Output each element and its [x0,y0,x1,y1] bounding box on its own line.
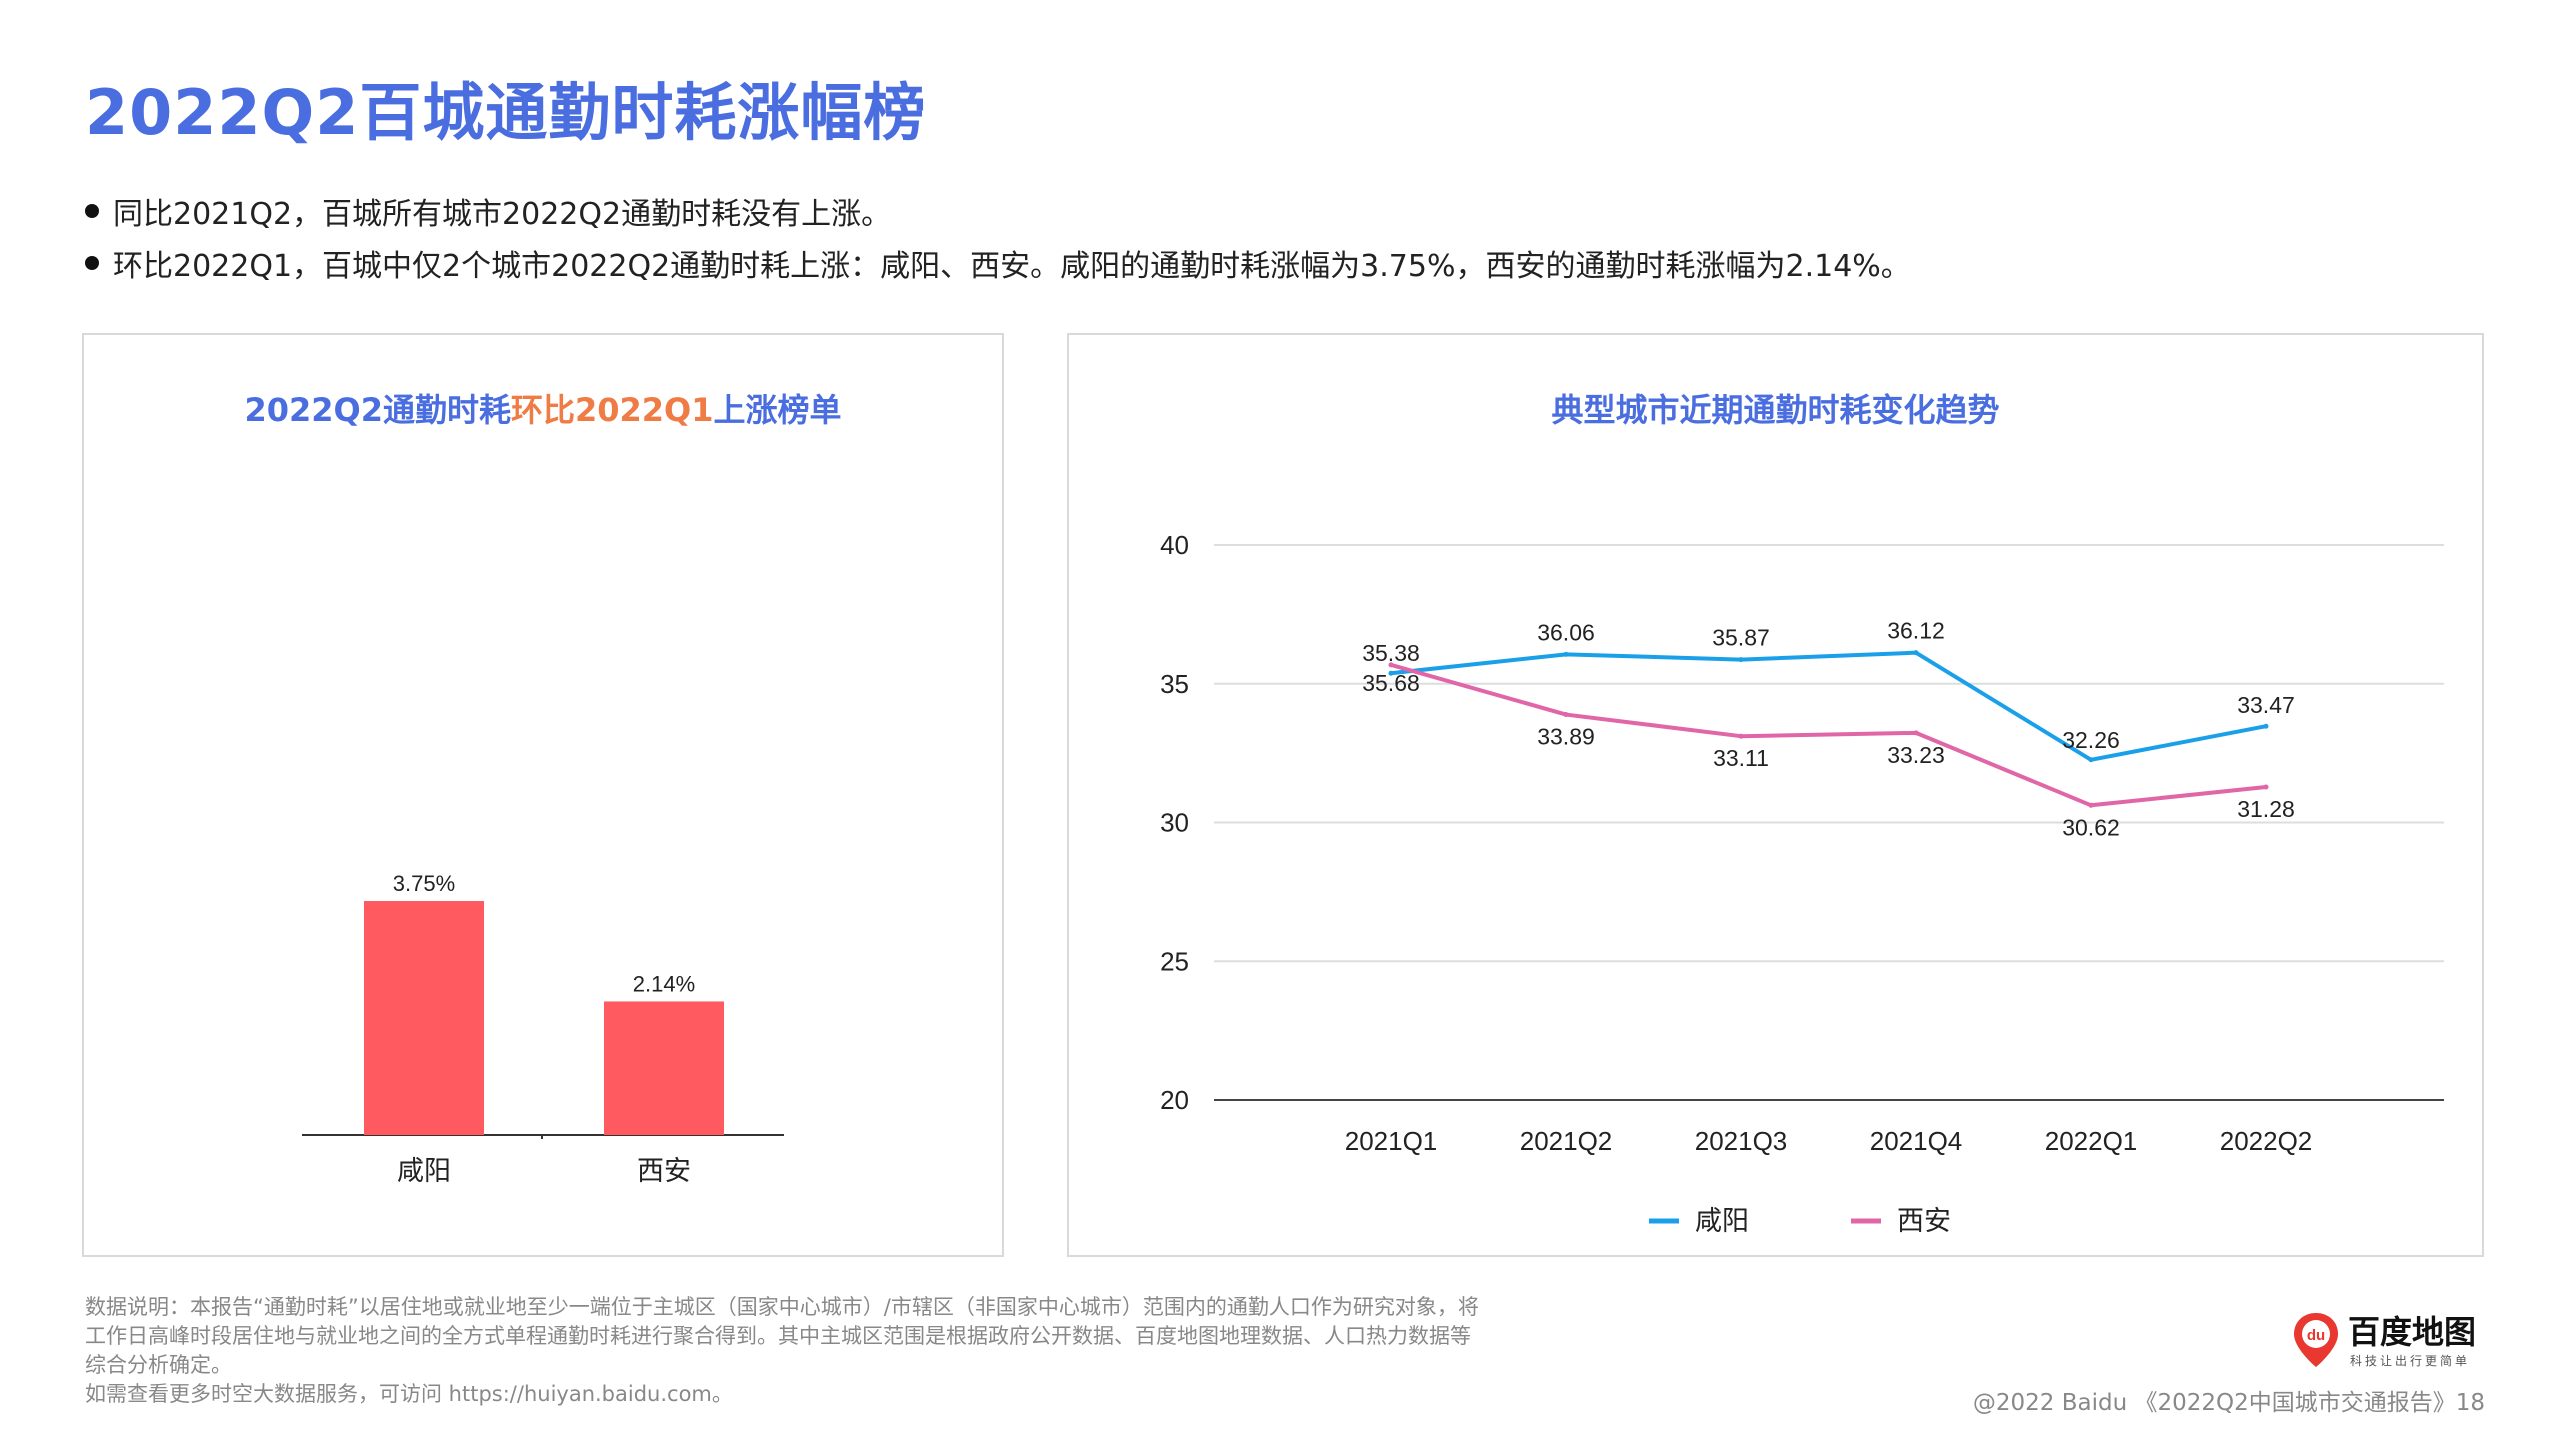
x-tick-label: 西安 [637,1156,691,1187]
x-tick-label: 2021Q4 [1870,1126,1963,1156]
bullet-dot-icon [85,204,99,218]
baidu-map-logo: du 百度地图 科技让出行更简单 [2290,1307,2486,1371]
y-tick-label: 25 [1160,946,1189,976]
bullet-text: 同比2021Q2，百城所有城市2022Q2通勤时耗没有上涨。 [113,197,892,232]
data-label: 33.11 [1713,745,1769,771]
line-chart-panel: 典型城市近期通勤时耗变化趋势 20 25 30 35 40 2021Q1 2021Q2 202… [1067,333,2484,1257]
data-point [1913,650,1919,656]
x-tick-label: 2021Q2 [1520,1126,1613,1156]
svg-text:du: du [2307,1327,2325,1344]
bar-chart-panel: 2022Q2通勤时耗环比2022Q1上涨榜单 3.75% 咸阳 2.14% 西安 [82,333,1004,1257]
data-point [2263,784,2269,790]
footnote-line: 如需查看更多时空大数据服务，可访问 https://huiyan.baidu.c… [85,1382,733,1406]
data-point [2263,723,2269,729]
data-point [2088,757,2094,763]
bar [604,1001,724,1135]
data-label: 35.87 [1712,625,1770,651]
bullet-item: 环比2022Q1，百城中仅2个城市2022Q2通勤时耗上涨：咸阳、西安。咸阳的通… [85,237,1911,289]
data-label: 31.28 [2237,796,2295,822]
data-point [1738,733,1744,739]
summary-bullets: 同比2021Q2，百城所有城市2022Q2通勤时耗没有上涨。 环比2022Q1，… [85,185,1911,289]
y-tick-label: 40 [1160,530,1189,560]
data-point [1563,712,1569,718]
x-tick-label: 2021Q3 [1695,1126,1788,1156]
bar-value-label: 3.75% [393,871,455,896]
x-tick-label: 2021Q1 [1345,1126,1438,1156]
bar [364,901,484,1135]
bullet-dot-icon [85,256,99,270]
data-label: 33.47 [2237,692,2295,718]
line-chart: 20 25 30 35 40 2021Q1 2021Q2 2021Q3 2021Q4 2022Q1… [1160,530,2444,1237]
bar-chart-title-part1: 2022Q2通勤时耗 [244,391,511,429]
data-label: 33.23 [1887,742,1945,768]
x-tick-label: 2022Q1 [2045,1126,2138,1156]
data-label: 35.68 [1362,670,1420,696]
x-tick-label: 2022Q2 [2220,1126,2313,1156]
data-label: 32.26 [2062,727,2120,753]
bar-chart-title: 2022Q2通勤时耗环比2022Q1上涨榜单 [84,385,1002,431]
data-point [1738,657,1744,663]
page-credit: @2022 Baidu 《2022Q2中国城市交通报告》18 [1972,1390,2485,1416]
series-line-xianyang [1390,650,2267,762]
legend-label: 西安 [1897,1206,1951,1237]
bar-chart-title-part3: 上涨榜单 [713,391,842,429]
bullet-text: 环比2022Q1，百城中仅2个城市2022Q2通勤时耗上涨：咸阳、西安。咸阳的通… [113,249,1911,284]
data-point [1388,662,1394,668]
footnote-line: 工作日高峰时段居住地与就业地之间的全方式单程通勤时耗进行聚合得到。其中主城区范围… [85,1324,1471,1348]
svg-text:科技让出行更简单: 科技让出行更简单 [2350,1354,2470,1368]
series-line-xian [1390,662,2267,808]
data-footnote: 数据说明：本报告“通勤时耗”以居住地或就业地至少一端位于主城区（国家中心城市）/… [85,1293,1645,1409]
footnote-line: 数据说明：本报告“通勤时耗”以居住地或就业地至少一端位于主城区（国家中心城市）/… [85,1295,1479,1319]
data-label: 30.62 [2062,814,2120,840]
footnote-line: 综合分析确定。 [85,1353,232,1377]
bar-chart: 3.75% 咸阳 2.14% 西安 [302,871,784,1187]
y-tick-label: 30 [1160,808,1189,838]
legend-label: 咸阳 [1695,1206,1749,1237]
data-point [1388,670,1394,676]
data-point [2088,802,2094,808]
bar-chart-title-highlight: 环比2022Q1 [510,391,714,429]
x-tick-label: 咸阳 [397,1156,451,1187]
data-label: 35.38 [1362,640,1420,666]
data-point [1913,730,1919,736]
bar-value-label: 2.14% [633,971,695,996]
svg-text:百度地图: 百度地图 [2348,1313,2476,1351]
data-label: 36.12 [1887,618,1945,644]
page-title: 2022Q2百城通勤时耗涨幅榜 [85,76,927,149]
data-point [1563,651,1569,657]
bullet-item: 同比2021Q2，百城所有城市2022Q2通勤时耗没有上涨。 [85,185,1911,237]
y-tick-label: 20 [1160,1085,1189,1115]
map-pin-icon: du 百度地图 科技让出行更简单 [2294,1313,2476,1368]
line-chart-title: 典型城市近期通勤时耗变化趋势 [1551,391,2000,429]
y-tick-label: 35 [1160,669,1189,699]
data-label: 33.89 [1537,724,1595,750]
data-label: 36.06 [1537,619,1595,645]
